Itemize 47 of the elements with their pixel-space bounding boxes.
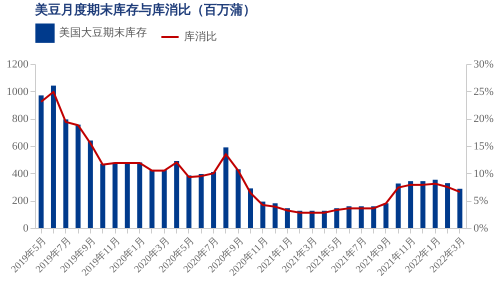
- bar: [457, 188, 462, 228]
- bar: [198, 174, 204, 228]
- bar: [346, 206, 352, 228]
- bar: [186, 175, 192, 228]
- y-tick-label: 1200: [6, 58, 29, 70]
- bar: [420, 181, 426, 228]
- bar: [76, 124, 81, 228]
- y-tick-label: 200: [12, 195, 29, 208]
- bar: [38, 95, 44, 228]
- bar: [272, 203, 278, 228]
- bar: [445, 183, 450, 228]
- bar: [383, 203, 388, 228]
- chart-title: 美豆月度期末库存与库消比（百万蒲）: [34, 2, 256, 17]
- bar: [432, 180, 438, 228]
- bar: [100, 164, 106, 228]
- y2-tick-label: 30%: [474, 58, 494, 70]
- bar: [162, 170, 167, 228]
- y-tick-label: 1000: [6, 86, 29, 98]
- legend-label: 美国大豆期末库存: [59, 26, 147, 40]
- bar: [63, 119, 68, 228]
- bar: [137, 162, 142, 228]
- bar: [358, 206, 364, 228]
- bar: [248, 188, 253, 228]
- y2-tick-label: 10%: [474, 168, 494, 180]
- line-series: [40, 90, 461, 214]
- y-tick-label: 600: [12, 140, 29, 152]
- bar: [174, 161, 180, 228]
- y-tick-label: 400: [12, 168, 29, 180]
- bar: [408, 181, 414, 228]
- bar: [260, 202, 266, 228]
- bar: [50, 86, 56, 228]
- y2-tick-label: 5%: [474, 195, 488, 208]
- bar: [112, 162, 118, 228]
- y-tick-label: 800: [12, 113, 29, 126]
- bar: [124, 162, 130, 228]
- y2-tick-label: 20%: [474, 113, 494, 126]
- y2-tick-label: 15%: [474, 140, 494, 152]
- legend-label: 库消比: [184, 30, 217, 43]
- y-tick-label: 0: [23, 222, 29, 234]
- bar: [396, 183, 401, 228]
- bar: [236, 169, 241, 228]
- bar: [211, 172, 216, 228]
- bar: [149, 170, 154, 228]
- y2-tick-label: 25%: [474, 86, 494, 98]
- bar: [223, 147, 228, 228]
- bar: [88, 140, 93, 228]
- y2-tick-label: 0%: [474, 222, 488, 234]
